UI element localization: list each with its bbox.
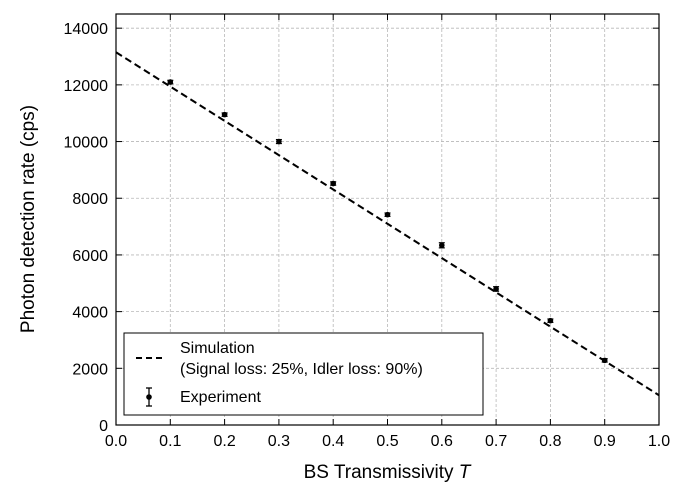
x-tick-label: 0.4 xyxy=(322,433,344,450)
y-tick-label: 10000 xyxy=(64,135,109,152)
experiment-marker xyxy=(167,79,174,85)
experiment-point xyxy=(493,286,500,292)
experiment-marker xyxy=(601,357,608,364)
experiment-marker xyxy=(276,138,282,145)
legend-simulation-sublabel: (Signal loss: 25%, Idler loss: 90%) xyxy=(180,361,423,378)
x-tick-label: 0.5 xyxy=(376,433,398,450)
x-tick-label: 0.9 xyxy=(594,433,616,450)
y-tick-label: 0 xyxy=(99,418,108,435)
y-tick-label: 8000 xyxy=(72,191,108,208)
experiment-marker xyxy=(384,211,391,218)
y-axis: 0 2000 4000 6000 8000 10000 12000 14000 xyxy=(64,21,659,435)
x-tick-label: 0.7 xyxy=(485,433,507,450)
x-tick-label: 0.6 xyxy=(431,433,453,450)
x-tick-label: 0.2 xyxy=(213,433,235,450)
x-axis-label-variable: T xyxy=(459,462,472,483)
x-tick-label: 0.1 xyxy=(159,433,181,450)
x-tick-label: 1.0 xyxy=(648,433,670,450)
legend-box xyxy=(123,332,484,416)
experiment-marker xyxy=(493,286,499,292)
experiment-point xyxy=(384,211,391,218)
x-axis-label: BS Transmissivity T xyxy=(304,462,472,483)
y-tick-label: 4000 xyxy=(72,305,108,322)
grid xyxy=(116,14,659,425)
y-tick-label: 2000 xyxy=(72,361,108,378)
experiment-marker xyxy=(439,242,445,249)
experiment-point xyxy=(601,357,608,364)
experiment-point xyxy=(221,111,228,118)
simulation-line xyxy=(115,51,660,397)
experiment-marker xyxy=(221,111,228,118)
x-axis: 0.0 0.1 0.2 0.3 0.4 0.5 0.6 0.7 0.8 0.9 1.0 xyxy=(105,14,670,450)
experiment-point xyxy=(167,79,174,85)
y-tick-label: 6000 xyxy=(72,248,108,265)
experiment-marker xyxy=(330,180,337,187)
experiment-point xyxy=(438,242,445,249)
experiment-point xyxy=(330,180,337,187)
legend-experiment-marker xyxy=(146,394,152,400)
legend-simulation-label: Simulation xyxy=(180,340,255,357)
experiment-point xyxy=(275,138,282,145)
x-tick-label: 0.0 xyxy=(105,433,127,450)
experiment-marker xyxy=(547,317,554,324)
y-tick-label: 14000 xyxy=(64,21,109,38)
y-axis-label: Photon detection rate (cps) xyxy=(18,105,39,333)
legend: Simulation (Signal loss: 25%, Idler loss… xyxy=(123,332,484,416)
series xyxy=(115,51,660,397)
legend-experiment-label: Experiment xyxy=(180,389,261,406)
experiment-point xyxy=(547,317,554,324)
x-tick-label: 0.3 xyxy=(268,433,290,450)
y-tick-label: 12000 xyxy=(64,78,109,95)
x-tick-label: 0.8 xyxy=(539,433,561,450)
